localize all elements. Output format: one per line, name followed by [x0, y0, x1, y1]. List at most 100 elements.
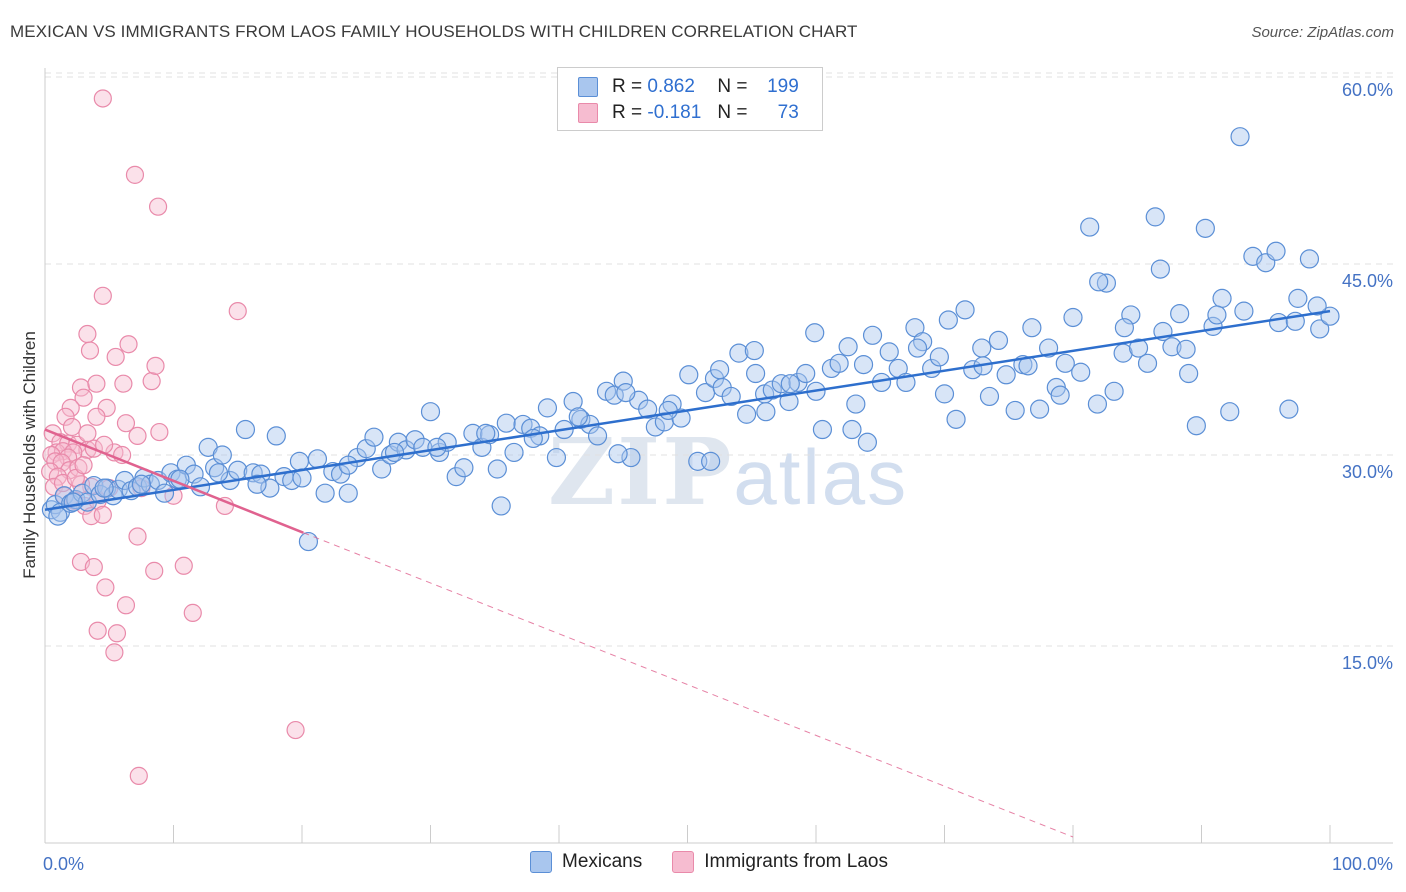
mexicans-point: [972, 338, 992, 358]
mexicans-trend-line: [44, 309, 1331, 511]
mexicans-point: [1234, 301, 1254, 321]
laos-point: [145, 561, 164, 580]
mexicans-point: [1307, 296, 1327, 316]
laos-point: [183, 603, 202, 622]
laos-point: [93, 505, 112, 524]
laos-point: [107, 624, 127, 643]
mexicans-point: [979, 386, 1000, 407]
laos-point: [87, 407, 106, 426]
mexicans-point: [420, 402, 441, 422]
mexicans-point: [1279, 399, 1299, 419]
laos-point: [148, 197, 168, 216]
mexicans-point: [988, 330, 1009, 350]
mexicans-point: [260, 478, 280, 498]
mexicans-point: [1310, 319, 1330, 339]
watermark: ZIPatlas: [548, 418, 908, 526]
y-tick-label: 30.0%: [1342, 462, 1393, 482]
mexicans-point: [1055, 353, 1075, 373]
mexicans-point: [1063, 307, 1083, 328]
mexicans-point: [853, 354, 874, 375]
mexicans-point: [955, 300, 975, 320]
mexicans-point: [537, 398, 558, 418]
mexicans-point: [1096, 273, 1117, 293]
mexicans-point: [613, 371, 633, 391]
laos-point: [46, 452, 65, 471]
mexicans-point: [796, 363, 816, 384]
mexicans-point: [568, 407, 588, 427]
mexicans-point: [812, 419, 833, 440]
y-tick-label: 60.0%: [1342, 80, 1393, 100]
axis-labels: 15.0% 30.0% 45.0% 60.0% 0.0% 100.0% Family Hou…: [20, 80, 1393, 874]
mexicans-point: [638, 399, 658, 419]
mexicans-point: [838, 337, 858, 357]
laos-trend-line-solid: [44, 428, 304, 534]
axes: [44, 68, 1393, 844]
mexicans-point: [63, 492, 83, 512]
bottom-legend-mexicans: Mexicans: [530, 851, 642, 873]
mexicans-point: [1266, 241, 1286, 261]
mexicans-point: [338, 455, 358, 475]
laos-point: [74, 456, 93, 475]
mexicans-point: [307, 449, 328, 469]
legend-n-label: N =: [717, 102, 748, 123]
mexicans-point: [729, 343, 749, 363]
laos-point: [125, 165, 145, 184]
x-tick-label: 0.0%: [43, 854, 84, 874]
legend-swatch-mexicans: [578, 77, 598, 97]
laos-point: [93, 286, 112, 305]
laos-trend-line-dashed: [303, 532, 1074, 838]
bottom-legend: Mexicans Immigrants from Laos: [530, 851, 918, 873]
mexicans-point: [1087, 394, 1108, 414]
mexicans-point: [546, 447, 567, 468]
laos-points: [41, 89, 305, 785]
mexicans-point: [929, 347, 949, 367]
mexicans-point: [1022, 318, 1042, 338]
mexicans-point: [857, 432, 878, 452]
laos-point: [74, 388, 93, 407]
mexicans-point: [710, 360, 730, 380]
mexicans-point: [1299, 249, 1320, 269]
mexicans-point: [356, 439, 376, 459]
mexicans-point: [756, 402, 776, 422]
mexicans-point: [1212, 288, 1232, 308]
mexicans-point: [212, 445, 232, 465]
y-axis-label: Family Households with Children: [20, 331, 39, 579]
mexicans-point: [746, 363, 766, 384]
mexicans-point: [491, 496, 511, 516]
laos-point: [116, 414, 136, 433]
mexicans-point: [846, 394, 866, 414]
legend-r-label: R =: [612, 76, 643, 97]
mexicans-point: [384, 442, 405, 463]
mexicans-point: [1137, 353, 1158, 373]
mexicans-point: [1230, 127, 1250, 147]
mexicans-point: [829, 353, 849, 373]
laos-point: [78, 424, 97, 443]
mexicans-point: [563, 391, 583, 412]
mexicans-point: [721, 386, 741, 407]
mexicans-point: [658, 400, 678, 421]
bottom-swatch-mexicans: [530, 851, 552, 873]
laos-point: [150, 422, 169, 442]
mexicans-point: [938, 310, 958, 330]
laos-point: [129, 766, 148, 785]
laos-point: [128, 426, 147, 445]
laos-point: [106, 347, 125, 367]
mexicans-points: [41, 127, 1340, 552]
chart-title: MEXICAN VS IMMIGRANTS FROM LAOS FAMILY H…: [10, 22, 858, 41]
mexicans-point: [1128, 338, 1149, 358]
mexicans-point: [504, 442, 524, 463]
mexicans-point: [1220, 402, 1240, 422]
mexicans-point: [247, 474, 267, 494]
mexicans-point: [372, 459, 392, 479]
mexicans-point: [1170, 304, 1190, 324]
laos-point: [82, 507, 101, 526]
mexicans-point: [487, 459, 507, 479]
laos-point: [93, 89, 112, 108]
mexicans-point: [780, 374, 800, 394]
mexicans-point: [842, 419, 862, 440]
mexicans-point: [266, 426, 286, 446]
trend-lines: [44, 309, 1331, 838]
mexicans-point: [94, 478, 114, 498]
mexicans-point: [338, 483, 358, 503]
